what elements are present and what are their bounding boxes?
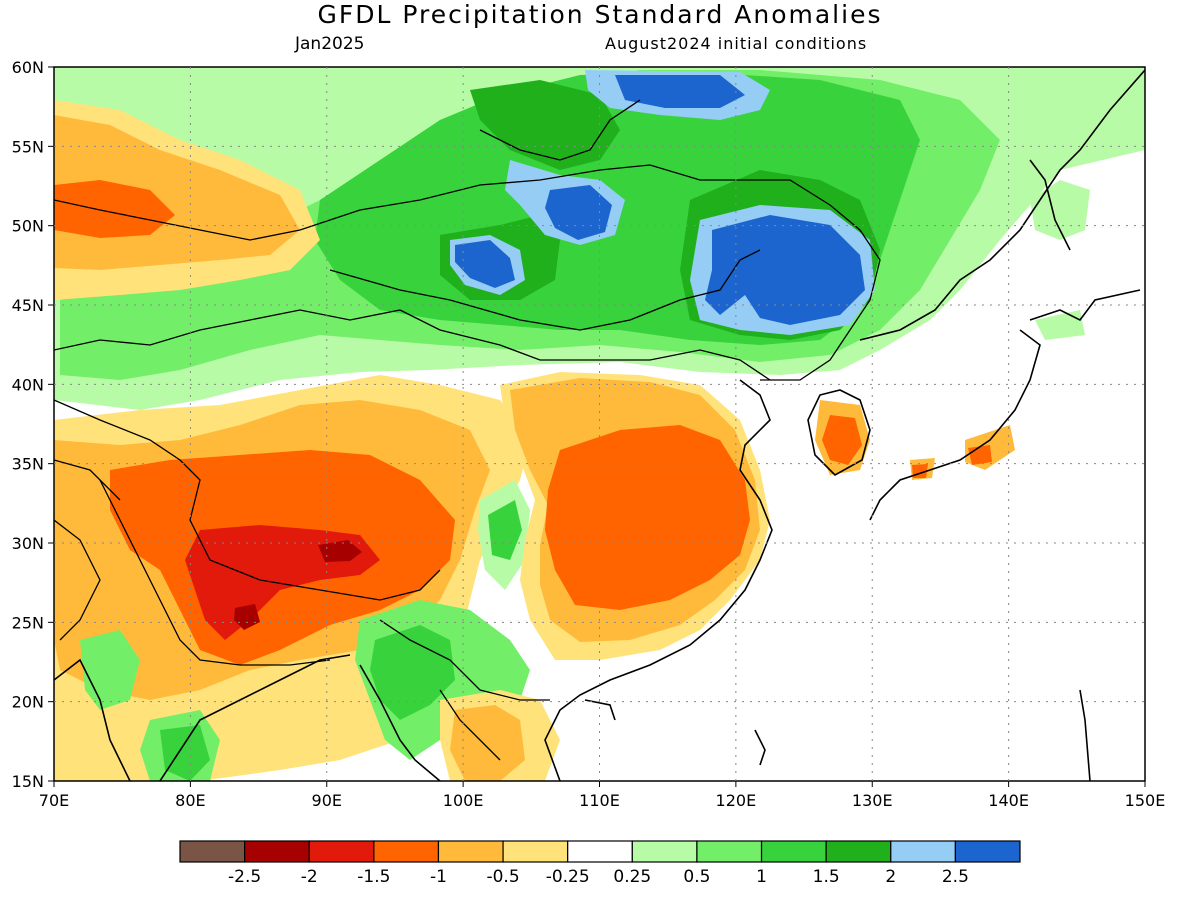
lon-tick-label: 150E — [1125, 791, 1166, 810]
legend-swatch — [890, 840, 956, 863]
wet-region-northeast — [1030, 180, 1090, 340]
lat-tick-label: 40N — [12, 375, 44, 394]
latitude-axis: 15N 20N 25N 30N 35N 40N 45N 50N 55N 60N — [12, 58, 54, 791]
legend-swatch — [760, 840, 827, 863]
dry-region-japan — [910, 425, 1015, 480]
lon-tick-label: 130E — [852, 791, 893, 810]
dry-region-east-strong — [545, 425, 750, 610]
lon-tick-label: 90E — [312, 791, 342, 810]
strong-wet-region — [455, 75, 865, 325]
legend-swatch — [308, 840, 375, 863]
legend-label: -0.5 — [486, 867, 519, 887]
map-title: GFDL Precipitation Standard Anomalies — [317, 0, 883, 29]
legend-swatch — [502, 840, 569, 863]
lon-tick-label: 70E — [39, 791, 69, 810]
wet-region-india-2 — [160, 725, 210, 781]
dry-region-korea-strong — [822, 415, 862, 465]
wet-region-southeast-2 — [370, 625, 455, 720]
wet-region-sichuan-2 — [488, 500, 522, 560]
country-borders — [54, 99, 881, 761]
legend-label: -1 — [430, 867, 447, 887]
legend-swatch — [954, 840, 1021, 863]
legend-label: -0.25 — [546, 867, 590, 887]
legend-swatch — [567, 840, 633, 863]
lat-tick-label: 20N — [12, 693, 44, 712]
initial-conditions-label: August2024 initial conditions — [605, 34, 868, 53]
legend-swatch — [179, 840, 246, 863]
lon-tick-label: 120E — [716, 791, 757, 810]
lat-tick-label: 55N — [12, 137, 44, 156]
anomaly-field — [54, 67, 1145, 781]
legend-label: 1.5 — [813, 867, 840, 887]
legend-label: 2 — [885, 867, 896, 887]
legend-swatch — [437, 840, 504, 863]
legend-swatch — [631, 840, 698, 863]
legend-label: 0.25 — [613, 867, 651, 887]
lat-tick-label: 25N — [12, 613, 44, 632]
valid-month-label: Jan2025 — [295, 34, 365, 54]
legend-label: 2.5 — [942, 867, 969, 887]
legend-label: 0.5 — [683, 867, 710, 887]
legend-swatch — [373, 840, 440, 863]
dry-region-south-extreme — [234, 540, 362, 630]
legend-label: 1 — [756, 867, 767, 887]
lon-tick-label: 110E — [579, 791, 620, 810]
legend-label: -1.5 — [357, 867, 390, 887]
lat-tick-label: 30N — [12, 534, 44, 553]
lon-tick-label: 80E — [175, 791, 205, 810]
longitude-axis: 70E 80E 90E 100E 110E 120E 130E 140E 150E — [39, 781, 1166, 810]
lat-tick-label: 35N — [12, 455, 44, 474]
legend-label: -2 — [301, 867, 318, 887]
lon-tick-label: 100E — [443, 791, 484, 810]
graticule — [54, 67, 1145, 781]
dry-region-japan-strong — [912, 445, 992, 478]
lat-tick-label: 60N — [12, 58, 44, 77]
lon-tick-label: 140E — [988, 791, 1029, 810]
color-legend: -2.5 -2 -1.5 -1 -0.5 -0.25 0.25 0.5 1 1.5 2 2.5 — [179, 840, 1021, 887]
dry-region-west-strong — [54, 180, 175, 238]
lat-tick-label: 45N — [12, 296, 44, 315]
legend-swatch — [244, 840, 310, 863]
legend-label: -2.5 — [228, 867, 261, 887]
legend-swatch — [825, 840, 892, 863]
legend-swatch — [696, 840, 763, 863]
dry-region-indochina-2 — [450, 705, 525, 781]
lat-tick-label: 15N — [12, 772, 44, 791]
coastlines — [54, 69, 1145, 781]
lat-tick-label: 50N — [12, 217, 44, 236]
